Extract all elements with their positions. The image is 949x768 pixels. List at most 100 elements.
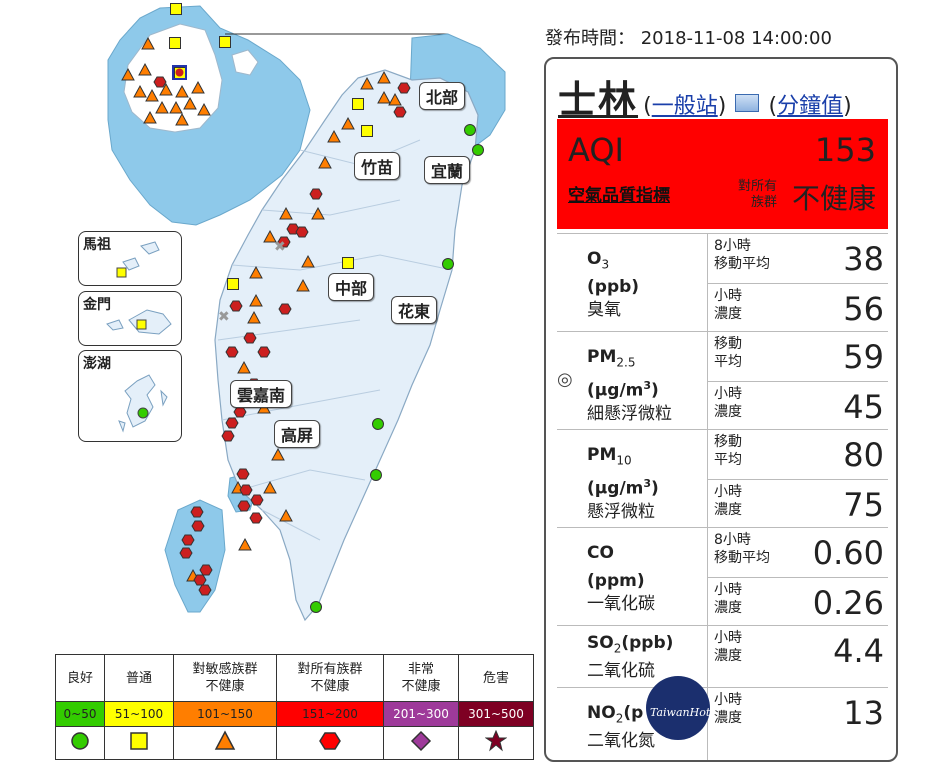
station-marker[interactable] (472, 144, 484, 156)
region-hualien-taitung[interactable]: 花東 (391, 296, 438, 324)
station-marker[interactable] (397, 82, 411, 94)
station-marker[interactable] (388, 92, 402, 106)
station-marker[interactable] (360, 76, 374, 90)
station-marker[interactable] (301, 254, 315, 268)
station-marker[interactable] (279, 206, 293, 220)
minute-value-link[interactable]: 分鐘值 (777, 94, 844, 119)
region-yunchiachiaonan[interactable]: 雲嘉南 (230, 380, 293, 408)
station-marker[interactable] (263, 480, 277, 494)
station-marker[interactable] (342, 257, 354, 269)
station-marker[interactable] (327, 129, 341, 143)
station-marker[interactable] (370, 469, 382, 481)
station-marker[interactable] (442, 258, 454, 270)
region-north[interactable]: 北部 (419, 82, 466, 110)
station-marker[interactable] (175, 84, 189, 98)
aqi-description-link[interactable]: 空氣品質指標 (568, 186, 670, 206)
station-marker[interactable] (278, 303, 292, 315)
pollutant-row: CO (ppm) 一氧化碳 8小時 移動平均 0.60 小時 濃度 0.26 (557, 527, 888, 627)
reading-label: 小時 濃度 (714, 288, 742, 322)
station-marker[interactable] (318, 155, 332, 169)
station-marker[interactable] (249, 265, 263, 279)
reading-label: 小時 濃度 (714, 692, 742, 726)
station-marker[interactable] (377, 90, 391, 104)
station-marker[interactable] (159, 82, 173, 96)
station-marker[interactable] (227, 278, 239, 290)
station-marker[interactable] (169, 37, 181, 49)
station-marker[interactable] (239, 484, 253, 496)
region-hsinchu-miaoli[interactable]: 竹苗 (354, 152, 401, 180)
station-marker[interactable] (309, 188, 323, 200)
offline-station-icon[interactable]: ✖ (274, 239, 286, 255)
station-name[interactable]: 士林 (558, 78, 639, 122)
station-marker[interactable] (238, 537, 252, 551)
station-marker[interactable] (233, 406, 247, 418)
pollutant-name: SO2(ppb) 二氧化硫 (587, 633, 674, 682)
selected-station-marker[interactable] (175, 68, 184, 77)
station-marker[interactable] (296, 278, 310, 292)
station-marker[interactable] (361, 125, 373, 137)
station-marker[interactable] (183, 96, 197, 110)
station-marker[interactable] (243, 332, 257, 344)
station-marker[interactable] (249, 293, 263, 307)
station-marker[interactable] (311, 206, 325, 220)
station-marker[interactable] (341, 116, 355, 130)
station-marker[interactable] (352, 98, 364, 110)
station-marker[interactable] (221, 430, 235, 442)
station-marker[interactable] (190, 506, 204, 518)
station-marker[interactable] (310, 601, 322, 613)
kinmen-inset[interactable]: 金門 (78, 291, 182, 346)
station-marker[interactable] (145, 88, 159, 102)
station-marker[interactable] (193, 574, 207, 586)
station-marker[interactable] (393, 106, 407, 118)
station-marker[interactable] (143, 110, 157, 124)
station-type-link[interactable]: 一般站 (651, 94, 718, 119)
station-marker[interactable] (197, 102, 211, 116)
offline-station-icon[interactable]: ✖ (218, 309, 230, 325)
station-marker[interactable] (237, 500, 251, 512)
unhealthy-hexagon-icon (319, 732, 341, 750)
station-marker[interactable] (271, 447, 285, 461)
region-kaoping[interactable]: 高屏 (274, 420, 321, 448)
station-marker[interactable] (169, 100, 183, 114)
station-marker[interactable] (191, 520, 205, 532)
air-quality-map[interactable]: ✖✖ (0, 0, 540, 640)
station-marker[interactable] (295, 226, 309, 238)
kinmen-label: 金門 (83, 297, 111, 313)
station-marker[interactable] (155, 100, 169, 114)
station-marker[interactable] (225, 346, 239, 358)
station-marker[interactable] (170, 3, 182, 15)
station-marker[interactable] (175, 112, 189, 126)
station-marker[interactable] (219, 36, 231, 48)
station-marker[interactable] (250, 494, 264, 506)
station-marker[interactable] (141, 36, 155, 50)
station-marker[interactable] (138, 62, 152, 76)
station-marker[interactable] (229, 300, 243, 312)
station-marker[interactable] (199, 564, 213, 576)
station-marker[interactable] (279, 508, 293, 522)
station-marker[interactable] (225, 417, 239, 429)
penghu-inset[interactable]: 澎湖 (78, 350, 182, 442)
station-marker[interactable] (133, 84, 147, 98)
station-marker[interactable] (153, 76, 167, 88)
chart-icon[interactable] (735, 94, 760, 112)
aqi-legend: 良好 普通 對敏感族群 不健康 對所有族群 不健康 非常 不健康 危害 0~50… (55, 654, 534, 760)
station-marker[interactable] (198, 584, 212, 596)
station-marker[interactable] (377, 70, 391, 84)
station-marker[interactable] (121, 67, 135, 81)
station-marker[interactable] (247, 310, 261, 324)
station-marker[interactable] (277, 236, 291, 248)
region-yilan[interactable]: 宜蘭 (424, 156, 471, 184)
selected-station-highlight[interactable] (172, 65, 187, 80)
matsu-inset[interactable]: 馬祖 (78, 231, 182, 286)
station-marker[interactable] (257, 346, 271, 358)
station-marker[interactable] (191, 80, 205, 94)
station-marker[interactable] (372, 418, 384, 430)
station-marker[interactable] (237, 360, 251, 374)
station-marker[interactable] (179, 547, 193, 559)
station-marker[interactable] (181, 534, 195, 546)
station-marker[interactable] (464, 124, 476, 136)
region-central[interactable]: 中部 (328, 273, 375, 301)
station-marker[interactable] (249, 512, 263, 524)
station-marker[interactable] (236, 468, 250, 480)
station-marker[interactable] (263, 229, 277, 243)
